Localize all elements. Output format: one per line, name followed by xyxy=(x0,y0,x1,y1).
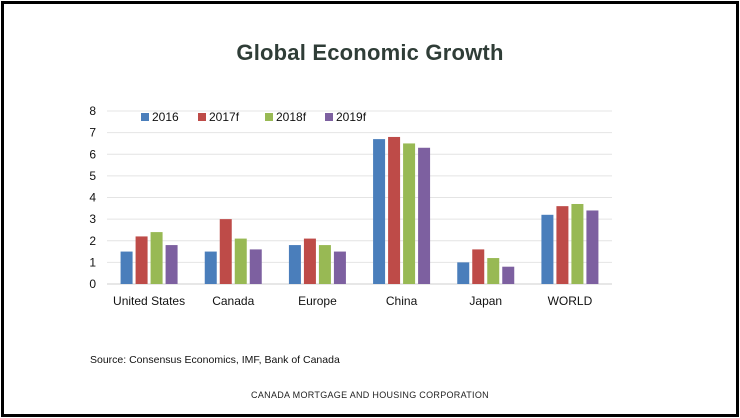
bar xyxy=(120,251,133,284)
y-tick-label: 6 xyxy=(89,147,96,161)
bar xyxy=(556,206,569,284)
y-tick-label: 5 xyxy=(89,169,96,183)
bar xyxy=(373,139,386,284)
bar xyxy=(150,232,163,284)
legend-swatch xyxy=(198,113,206,121)
legend-swatch xyxy=(141,113,149,121)
x-tick-label: WORLD xyxy=(548,294,593,308)
bar xyxy=(502,266,515,284)
bar xyxy=(457,262,470,284)
y-tick-label: 2 xyxy=(89,234,96,248)
y-tick-label: 7 xyxy=(89,126,96,140)
legend-label: 2019f xyxy=(336,110,367,124)
x-tick-label: Japan xyxy=(469,294,502,308)
y-tick-label: 3 xyxy=(89,212,96,226)
bar xyxy=(318,245,331,284)
chart-title: Global Economic Growth xyxy=(236,40,504,65)
y-tick-label: 4 xyxy=(89,191,96,205)
footer-organization: CANADA MORTGAGE AND HOUSING CORPORATION xyxy=(251,390,489,400)
bar xyxy=(418,147,431,284)
bar xyxy=(234,238,247,284)
y-tick-label: 8 xyxy=(89,104,96,118)
x-tick-label: Europe xyxy=(298,294,337,308)
legend-label: 2016 xyxy=(152,110,179,124)
source-note: Source: Consensus Economics, IMF, Bank o… xyxy=(90,354,340,366)
legend-swatch xyxy=(325,113,333,121)
legend-label: 2017f xyxy=(209,110,240,124)
bar xyxy=(219,219,232,284)
bar xyxy=(571,203,584,284)
bar xyxy=(487,258,500,284)
legend-swatch xyxy=(265,113,273,121)
bar xyxy=(403,143,416,284)
x-tick-label: United States xyxy=(113,294,185,308)
bar xyxy=(472,249,485,284)
bar xyxy=(303,238,316,284)
bar xyxy=(388,136,401,284)
bar xyxy=(288,245,301,284)
bar xyxy=(249,249,262,284)
bar xyxy=(204,251,217,284)
bar xyxy=(135,236,148,284)
x-tick-label: China xyxy=(386,294,418,308)
y-tick-label: 1 xyxy=(89,255,96,269)
y-tick-label: 0 xyxy=(89,277,96,291)
bar xyxy=(586,210,599,284)
bar xyxy=(541,214,554,284)
bar xyxy=(165,245,178,284)
x-tick-label: Canada xyxy=(212,294,254,308)
bar xyxy=(333,251,346,284)
legend-label: 2018f xyxy=(276,110,307,124)
